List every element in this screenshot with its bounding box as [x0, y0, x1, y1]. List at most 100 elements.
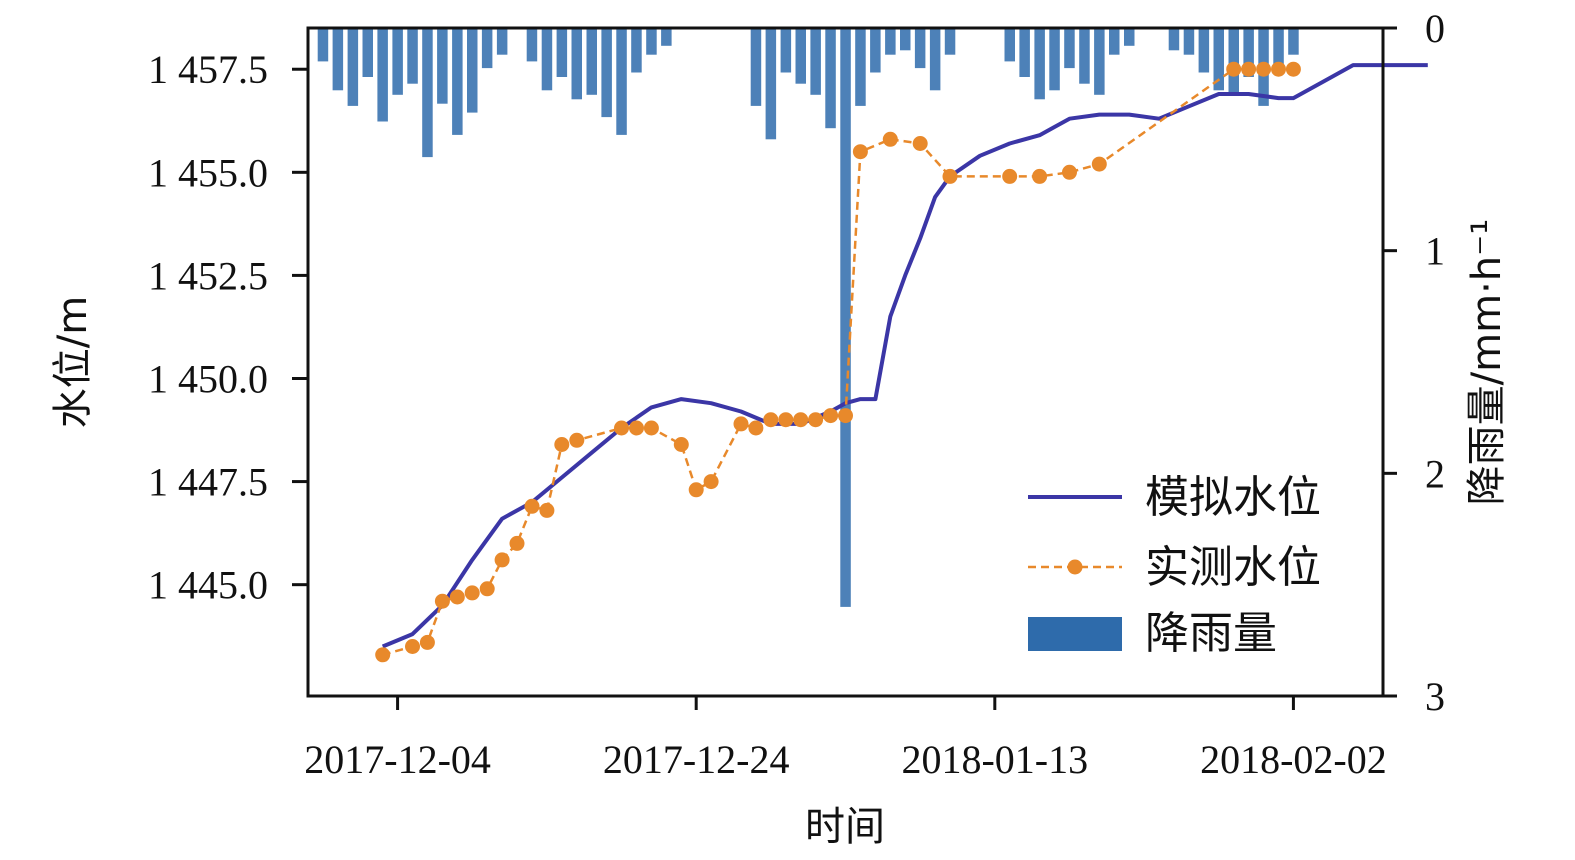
observed-point	[1285, 61, 1301, 77]
rainfall-bar	[870, 28, 881, 73]
observed-point	[763, 412, 779, 428]
observed-point	[1062, 164, 1077, 180]
rainfall-bar	[1019, 28, 1030, 77]
rainfall-bar	[586, 28, 597, 95]
observed-point	[509, 535, 525, 551]
rainfall-bar	[1079, 28, 1090, 84]
observed-point	[419, 634, 435, 650]
y-left-tick-label: 1 450.0	[148, 356, 268, 401]
legend-label-observed: 实测水位	[1145, 542, 1321, 593]
observed-point	[882, 131, 898, 147]
observed-point	[838, 408, 853, 424]
rainfall-bar	[1228, 28, 1239, 95]
rainfall-bar	[1243, 28, 1254, 77]
rainfall-bar	[407, 28, 418, 84]
observed-point	[823, 408, 839, 424]
observed-point	[673, 437, 689, 452]
rainfall-bar	[392, 28, 403, 95]
rainfall-bar	[1049, 28, 1060, 91]
observed-point	[808, 412, 824, 428]
observed-point	[643, 420, 659, 436]
observed-point	[1032, 168, 1048, 184]
observed-point	[524, 498, 540, 514]
observed-point	[942, 168, 958, 184]
rainfall-bar	[556, 28, 568, 77]
simulated-line-layer	[381, 63, 1428, 649]
observed-point	[449, 589, 465, 605]
rainfall-bar	[481, 28, 493, 69]
rainfall-bar	[541, 28, 553, 91]
x-tick-label: 2018-01-13	[901, 737, 1088, 782]
legend-label-simulated: 模拟水位	[1145, 472, 1321, 523]
observed-point	[569, 432, 585, 448]
rainfall-bar	[631, 28, 642, 73]
observed-point	[912, 136, 928, 151]
rainfall-bar	[437, 28, 448, 104]
y-left-tick-label: 1 457.5	[148, 47, 268, 92]
rainfall-bar	[1213, 28, 1224, 91]
observed-point	[688, 482, 704, 498]
rainfall-bar	[929, 28, 941, 91]
observed-point	[479, 581, 495, 597]
rainfall-bar	[1168, 28, 1180, 51]
observed-point	[434, 593, 450, 609]
rainfall-bar	[810, 28, 821, 95]
rainfall-bar	[317, 28, 329, 62]
observed-point	[793, 412, 809, 428]
simulated-water-level-line	[381, 63, 1428, 649]
axes: 2017-12-04 2017-12-24 2018-01-13 2018-02-02…	[50, 6, 1510, 850]
rainfall-bar	[496, 28, 508, 55]
y-left-tick-label: 1 445.0	[148, 563, 268, 608]
x-axis-title: 时间	[805, 804, 885, 850]
y-right-axis-title: 降雨量/mm·h⁻¹	[1464, 219, 1510, 506]
rainfall-bar	[885, 28, 896, 55]
rainfall-bar	[1124, 28, 1135, 46]
rainfall-bar	[571, 28, 582, 100]
rainfall-bar	[1004, 28, 1015, 62]
rainfall-bar	[1273, 28, 1284, 69]
observed-point	[1271, 61, 1286, 77]
observed-point	[852, 144, 868, 160]
rainfall-bar	[1094, 28, 1105, 95]
legend-marker-observed	[1067, 559, 1083, 575]
rainfall-bar	[914, 28, 926, 69]
x-tick-label: 2017-12-24	[603, 737, 790, 782]
legend-swatch-rainfall	[1028, 617, 1122, 651]
y-right-tick-label: 1	[1425, 229, 1445, 274]
observed-point	[733, 416, 749, 432]
rainfall-bar	[944, 28, 956, 55]
y-left-axis-title: 水位/m	[50, 296, 96, 428]
x-tick-label: 2017-12-04	[304, 737, 491, 782]
rainfall-bar	[1183, 28, 1195, 55]
rainfall-bar	[840, 28, 851, 607]
rainfall-bar	[601, 28, 612, 118]
rainfall-bar	[332, 28, 344, 91]
rainfall-bar	[1288, 28, 1299, 55]
rainfall-bar	[825, 28, 836, 129]
observed-line-layer	[375, 61, 1301, 663]
rainfall-bar	[526, 28, 538, 62]
y-left-tick-label: 1 447.5	[148, 460, 268, 505]
observed-point	[614, 420, 629, 436]
rainfall-bar	[646, 28, 657, 55]
rainfall-bar	[1198, 28, 1210, 73]
rainfall-bar	[765, 28, 777, 140]
rainfall-bar	[1064, 28, 1075, 69]
y-right-tick-label: 3	[1425, 674, 1445, 719]
rainfall-bar	[616, 28, 627, 135]
rainfall-bar	[900, 28, 911, 51]
rainfall-bar	[661, 28, 672, 46]
rainfall-bar	[362, 28, 373, 77]
rainfall-bar	[452, 28, 463, 135]
observed-point	[748, 420, 764, 436]
rainfall-bar	[780, 28, 792, 73]
observed-point	[464, 585, 480, 601]
observed-point	[405, 639, 420, 654]
y-right-tick-label: 0	[1425, 6, 1445, 51]
observed-point	[1002, 168, 1018, 184]
rainfall-bar	[467, 28, 478, 113]
rainfall-bar	[795, 28, 806, 84]
observed-point	[1256, 61, 1272, 77]
